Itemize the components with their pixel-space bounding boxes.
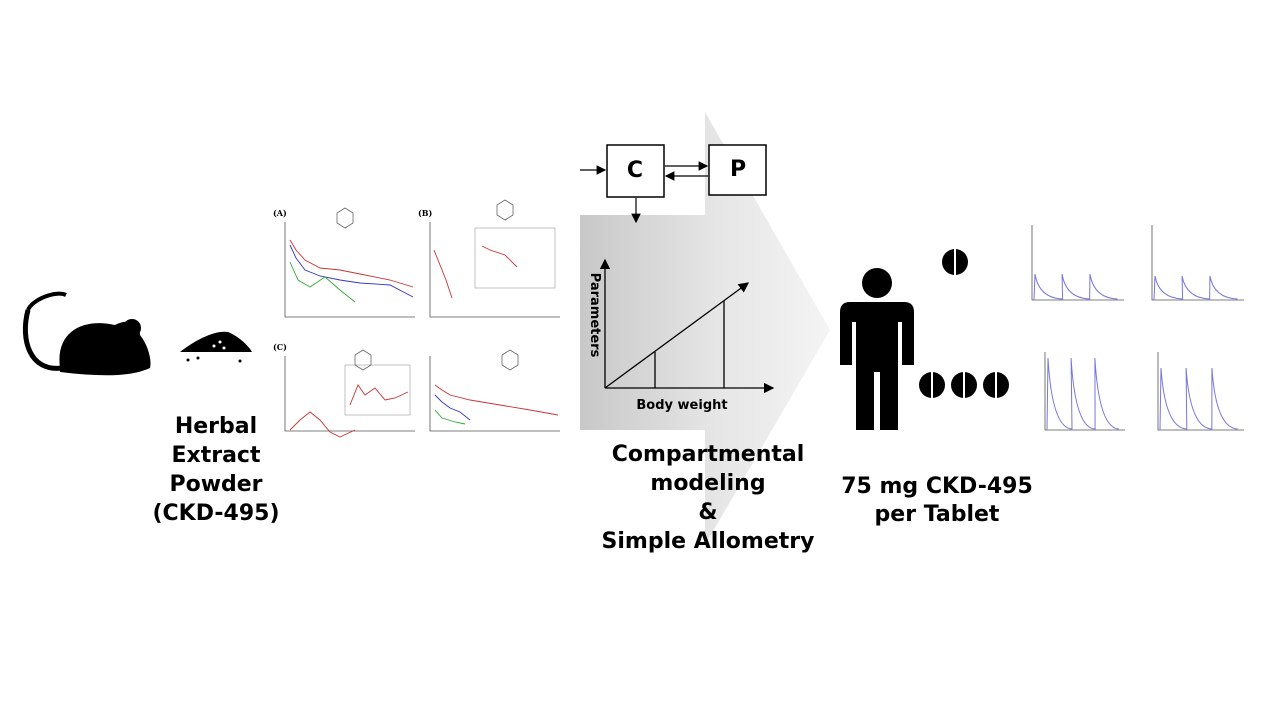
molecule: [354, 349, 372, 371]
mini-axes: [429, 222, 560, 318]
person-icon: [840, 268, 914, 430]
mini-curve: [289, 239, 414, 288]
mini-axes: [1157, 352, 1244, 431]
powder-icon: [180, 331, 252, 363]
compartment-label: P: [730, 157, 746, 182]
mini-curve: [289, 411, 356, 438]
label-line: per Tablet: [875, 502, 1000, 527]
panel-label: (A): [273, 208, 287, 218]
mini-curve: [481, 245, 518, 268]
label-line: Extract: [172, 443, 261, 468]
compartment-box: [606, 144, 665, 198]
label-line: Compartmental: [612, 442, 805, 467]
label-line: Powder: [169, 472, 262, 497]
panel-label: (C): [273, 342, 287, 352]
compartment-label: C: [627, 158, 643, 183]
label-line: &: [698, 500, 717, 525]
x-axis-label: Body weight: [636, 398, 727, 413]
mouse-icon: [22, 291, 151, 376]
y-axis-label: Parameters: [587, 273, 602, 358]
panel-label: (B): [418, 208, 433, 218]
mini-curve: [434, 384, 559, 416]
mini-axes: [429, 356, 560, 432]
mini-axes: [1044, 352, 1125, 431]
sim-curve: [1046, 357, 1119, 431]
arrows: [580, 161, 709, 224]
molecule: [501, 349, 519, 371]
process-arrow: [580, 112, 830, 545]
label-line: (CKD-495): [152, 501, 279, 526]
sim-curve: [1033, 273, 1118, 301]
mini-curve: [289, 261, 356, 303]
molecule: [496, 199, 514, 221]
mini-curve: [289, 244, 414, 298]
molecule: [336, 207, 354, 229]
label-line: modeling: [650, 471, 765, 496]
mini-axes: [1151, 225, 1244, 301]
mini-axes: [284, 222, 415, 318]
mini-curve: [433, 249, 453, 299]
sim-curve: [1153, 275, 1238, 301]
sim-curve: [1159, 367, 1238, 431]
mini-curve: [349, 384, 409, 406]
label-line: Simple Allometry: [602, 529, 815, 554]
mini-curve: [434, 409, 466, 425]
pills: [919, 249, 1009, 398]
label-line: Herbal: [175, 414, 257, 439]
label-line: 75 mg CKD-495: [841, 474, 1033, 499]
inset: [344, 364, 411, 416]
allometry-plot: [599, 258, 775, 394]
mini-axes: [284, 356, 415, 432]
compartment-box: [708, 144, 767, 196]
mini-axes: [1031, 225, 1124, 301]
mini-curve: [434, 394, 471, 421]
inset: [474, 227, 556, 289]
